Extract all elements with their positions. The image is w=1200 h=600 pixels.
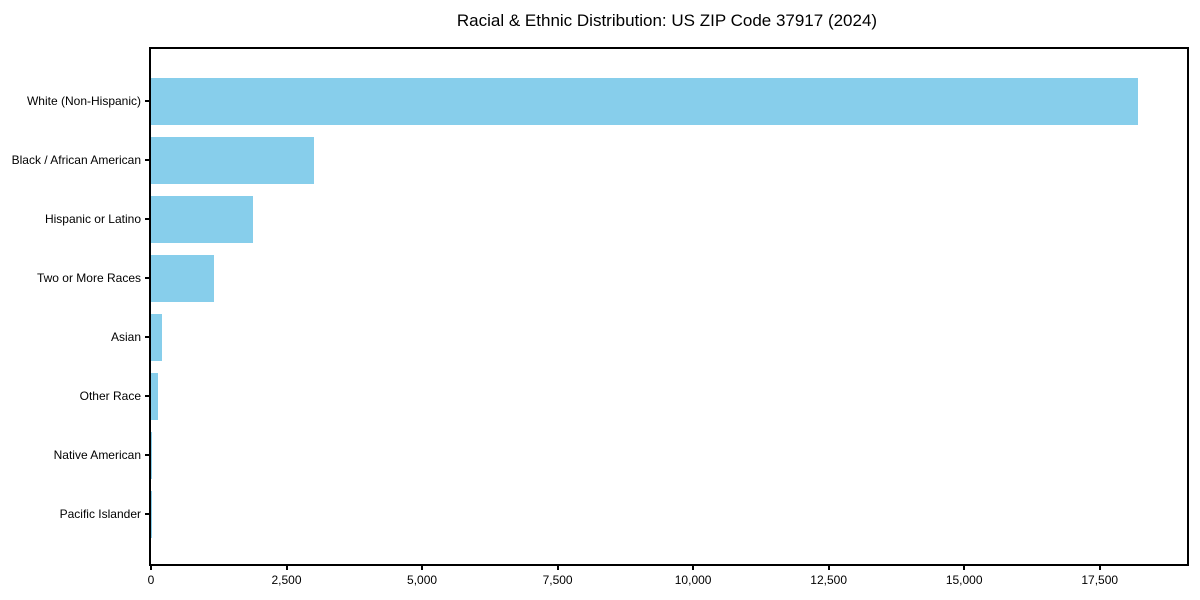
y-tick-6 <box>145 454 151 456</box>
x-tick-label-6: 15,000 <box>945 573 983 587</box>
y-tick-7 <box>145 513 151 515</box>
y-tick-2 <box>145 218 151 220</box>
y-category-label-7: Pacific Islander <box>59 507 141 521</box>
x-tick-5 <box>827 564 830 570</box>
chart-title: Racial & Ethnic Distribution: US ZIP Cod… <box>456 11 878 30</box>
x-tick-7 <box>1098 564 1101 570</box>
y-category-label-0: White (Non-Hispanic) <box>26 94 141 108</box>
bar-6 <box>151 431 153 479</box>
y-category-label-4: Asian <box>110 330 141 344</box>
y-tick-1 <box>145 159 151 161</box>
x-tick-3 <box>556 564 559 570</box>
x-tick-1 <box>285 564 288 570</box>
x-tick-label-4: 10,000 <box>674 573 712 587</box>
x-tick-label-3: 7,500 <box>542 573 573 587</box>
y-category-label-1: Black / African American <box>11 153 141 167</box>
x-tick-6 <box>963 564 966 570</box>
x-tick-label-1: 2,500 <box>271 573 302 587</box>
y-tick-5 <box>145 395 151 397</box>
bar-4 <box>151 313 162 361</box>
y-tick-3 <box>145 277 151 279</box>
y-category-label-6: Native American <box>53 448 141 462</box>
x-tick-2 <box>421 564 424 570</box>
bar-3 <box>151 254 215 302</box>
x-tick-label-2: 5,000 <box>407 573 438 587</box>
bar-0 <box>151 77 1138 125</box>
y-tick-4 <box>145 336 151 338</box>
y-category-label-5: Other Race <box>79 389 141 403</box>
bar-1 <box>151 136 314 184</box>
x-tick-label-7: 17,500 <box>1081 573 1119 587</box>
x-tick-label-5: 12,500 <box>810 573 847 587</box>
x-tick-0 <box>150 564 152 570</box>
bar-2 <box>151 195 253 243</box>
bar-5 <box>151 372 159 420</box>
x-tick-label-0: 0 <box>147 573 155 587</box>
y-category-label-3: Two or More Races <box>36 271 141 285</box>
y-tick-0 <box>145 100 151 102</box>
x-tick-4 <box>692 564 695 570</box>
plot-area: White (Non-Hispanic) Black / African Amer… <box>12 47 1189 587</box>
y-category-label-2: Hispanic or Latino <box>44 212 141 226</box>
